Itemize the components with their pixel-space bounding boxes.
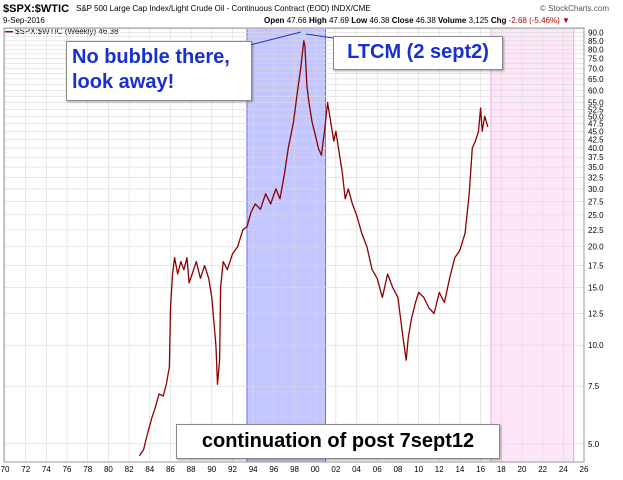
y-tick-label: 37.5 <box>588 153 604 162</box>
x-tick-label: 76 <box>63 465 72 474</box>
legend-swatch <box>4 30 13 33</box>
y-tick-label: 50.0 <box>588 112 604 121</box>
y-tick-label: 45.0 <box>588 127 604 136</box>
y-tick-label: 5.0 <box>588 440 600 449</box>
y-tick-label: 17.5 <box>588 262 604 271</box>
highlight-bands <box>246 27 575 463</box>
x-tick-label: 20 <box>518 465 527 474</box>
x-tick-label: 82 <box>125 465 134 474</box>
x-tick-label: 98 <box>290 465 299 474</box>
y-tick-label: 52.5 <box>588 105 604 114</box>
close-label: Close <box>391 16 414 25</box>
x-tick-label: 94 <box>249 465 258 474</box>
high-value: 47.69 <box>328 16 349 25</box>
y-tick-label: 35.0 <box>588 163 604 172</box>
chg-label: Chg <box>490 16 507 25</box>
bubble-callout: No bubble there, look away! <box>66 41 252 101</box>
x-tick-label: 92 <box>228 465 237 474</box>
x-tick-label: 10 <box>414 465 423 474</box>
bubble-callout-line-2: look away! <box>72 71 175 93</box>
open-value: 47.66 <box>286 16 307 25</box>
x-tick-label: 74 <box>42 465 51 474</box>
chart-symbol: $SPX:$WTIC <box>3 3 70 15</box>
y-tick-label: 47.5 <box>588 120 604 129</box>
x-tick-label: 16 <box>476 465 485 474</box>
x-tick-label: 96 <box>269 465 278 474</box>
plot-border <box>3 27 585 463</box>
y-tick-label: 80.0 <box>588 45 604 54</box>
y-tick-label: 25.0 <box>588 211 604 220</box>
y-tick-label: 15.0 <box>588 284 604 293</box>
x-tick-label: 14 <box>455 465 464 474</box>
volume-label: Volume <box>438 16 467 25</box>
chart-credit: © StockCharts.com <box>539 4 609 13</box>
high-label: High <box>308 16 327 25</box>
pointer-line-ltcm-right <box>305 33 334 39</box>
x-tick-label: 24 <box>559 465 568 474</box>
y-tick-label: 70.0 <box>588 64 604 73</box>
low-label: Low <box>351 16 368 25</box>
y-tick-label: 20.0 <box>588 243 604 252</box>
chart-date: 9-Sep-2016 <box>3 16 45 25</box>
y-axis-ticks: 5.0 7.5 10.0 12.5 15.0 17.5 20.0 22.5 25.0 27.5 30… <box>588 29 604 449</box>
x-tick-label: 26 <box>580 465 589 474</box>
y-tick-label: 55.0 <box>588 99 604 108</box>
x-tick-label: 12 <box>435 465 444 474</box>
x-tick-label: 70 <box>1 465 10 474</box>
ltcm-callout: LTCM (2 sept2) <box>333 36 503 70</box>
grid-lines <box>4 28 585 462</box>
x-tick-label: 08 <box>393 465 402 474</box>
pointer-line-ltcm <box>249 31 302 46</box>
x-tick-label: 22 <box>538 465 547 474</box>
x-tick-label: 72 <box>21 465 30 474</box>
y-tick-label: 27.5 <box>588 197 604 206</box>
chg-value: -2.68 (-5.46%) <box>508 16 560 25</box>
y-tick-label: 85.0 <box>588 37 604 46</box>
ohlc-readout: Open 47.66 High 47.69 Low 46.38 Close 46… <box>264 16 570 25</box>
x-tick-label: 04 <box>352 465 361 474</box>
close-value: 46.38 <box>415 16 436 25</box>
y-tick-label: 42.5 <box>588 135 604 144</box>
x-tick-label: 84 <box>145 465 154 474</box>
x-tick-label: 06 <box>373 465 382 474</box>
highlight-band <box>246 27 327 463</box>
y-tick-label: 10.0 <box>588 341 604 350</box>
x-tick-label: 88 <box>187 465 196 474</box>
x-tick-label: 86 <box>166 465 175 474</box>
y-tick-label: 7.5 <box>588 382 600 391</box>
down-arrow-icon: ▼ <box>562 16 570 25</box>
x-tick-label: 80 <box>104 465 113 474</box>
volume-value: 3,125 <box>468 16 489 25</box>
legend: $SPX:$WTIC (Weekly) 46.38 <box>4 27 118 36</box>
y-tick-label: 75.0 <box>588 55 604 64</box>
y-tick-label: 12.5 <box>588 309 604 318</box>
y-tick-label: 32.5 <box>588 174 604 183</box>
y-tick-label: 60.0 <box>588 86 604 95</box>
x-tick-label: 78 <box>83 465 92 474</box>
low-value: 46.38 <box>369 16 390 25</box>
x-axis-ticks: 70 72 74 76 78 80 82 84 86 88 90 92 94 96 98 00 02 04 06 08… <box>1 465 589 474</box>
chart-description: S&P 500 Large Cap Index/Light Crude Oil … <box>76 4 371 13</box>
highlight-band <box>490 27 575 463</box>
x-tick-label: 00 <box>311 465 320 474</box>
bubble-callout-line-1: No bubble there, <box>72 46 230 68</box>
y-tick-label: 90.0 <box>588 29 604 38</box>
y-tick-label: 65.0 <box>588 75 604 84</box>
series-line <box>138 40 489 457</box>
y-tick-label: 30.0 <box>588 185 604 194</box>
x-tick-label: 90 <box>207 465 216 474</box>
open-label: Open <box>264 16 285 25</box>
legend-label: $SPX:$WTIC (Weekly) 46.38 <box>15 27 119 36</box>
x-tick-label: 18 <box>497 465 506 474</box>
continuation-callout: continuation of post 7sept12 <box>176 424 500 459</box>
y-tick-label: 22.5 <box>588 226 604 235</box>
x-tick-label: 02 <box>331 465 340 474</box>
y-tick-label: 40.0 <box>588 144 604 153</box>
